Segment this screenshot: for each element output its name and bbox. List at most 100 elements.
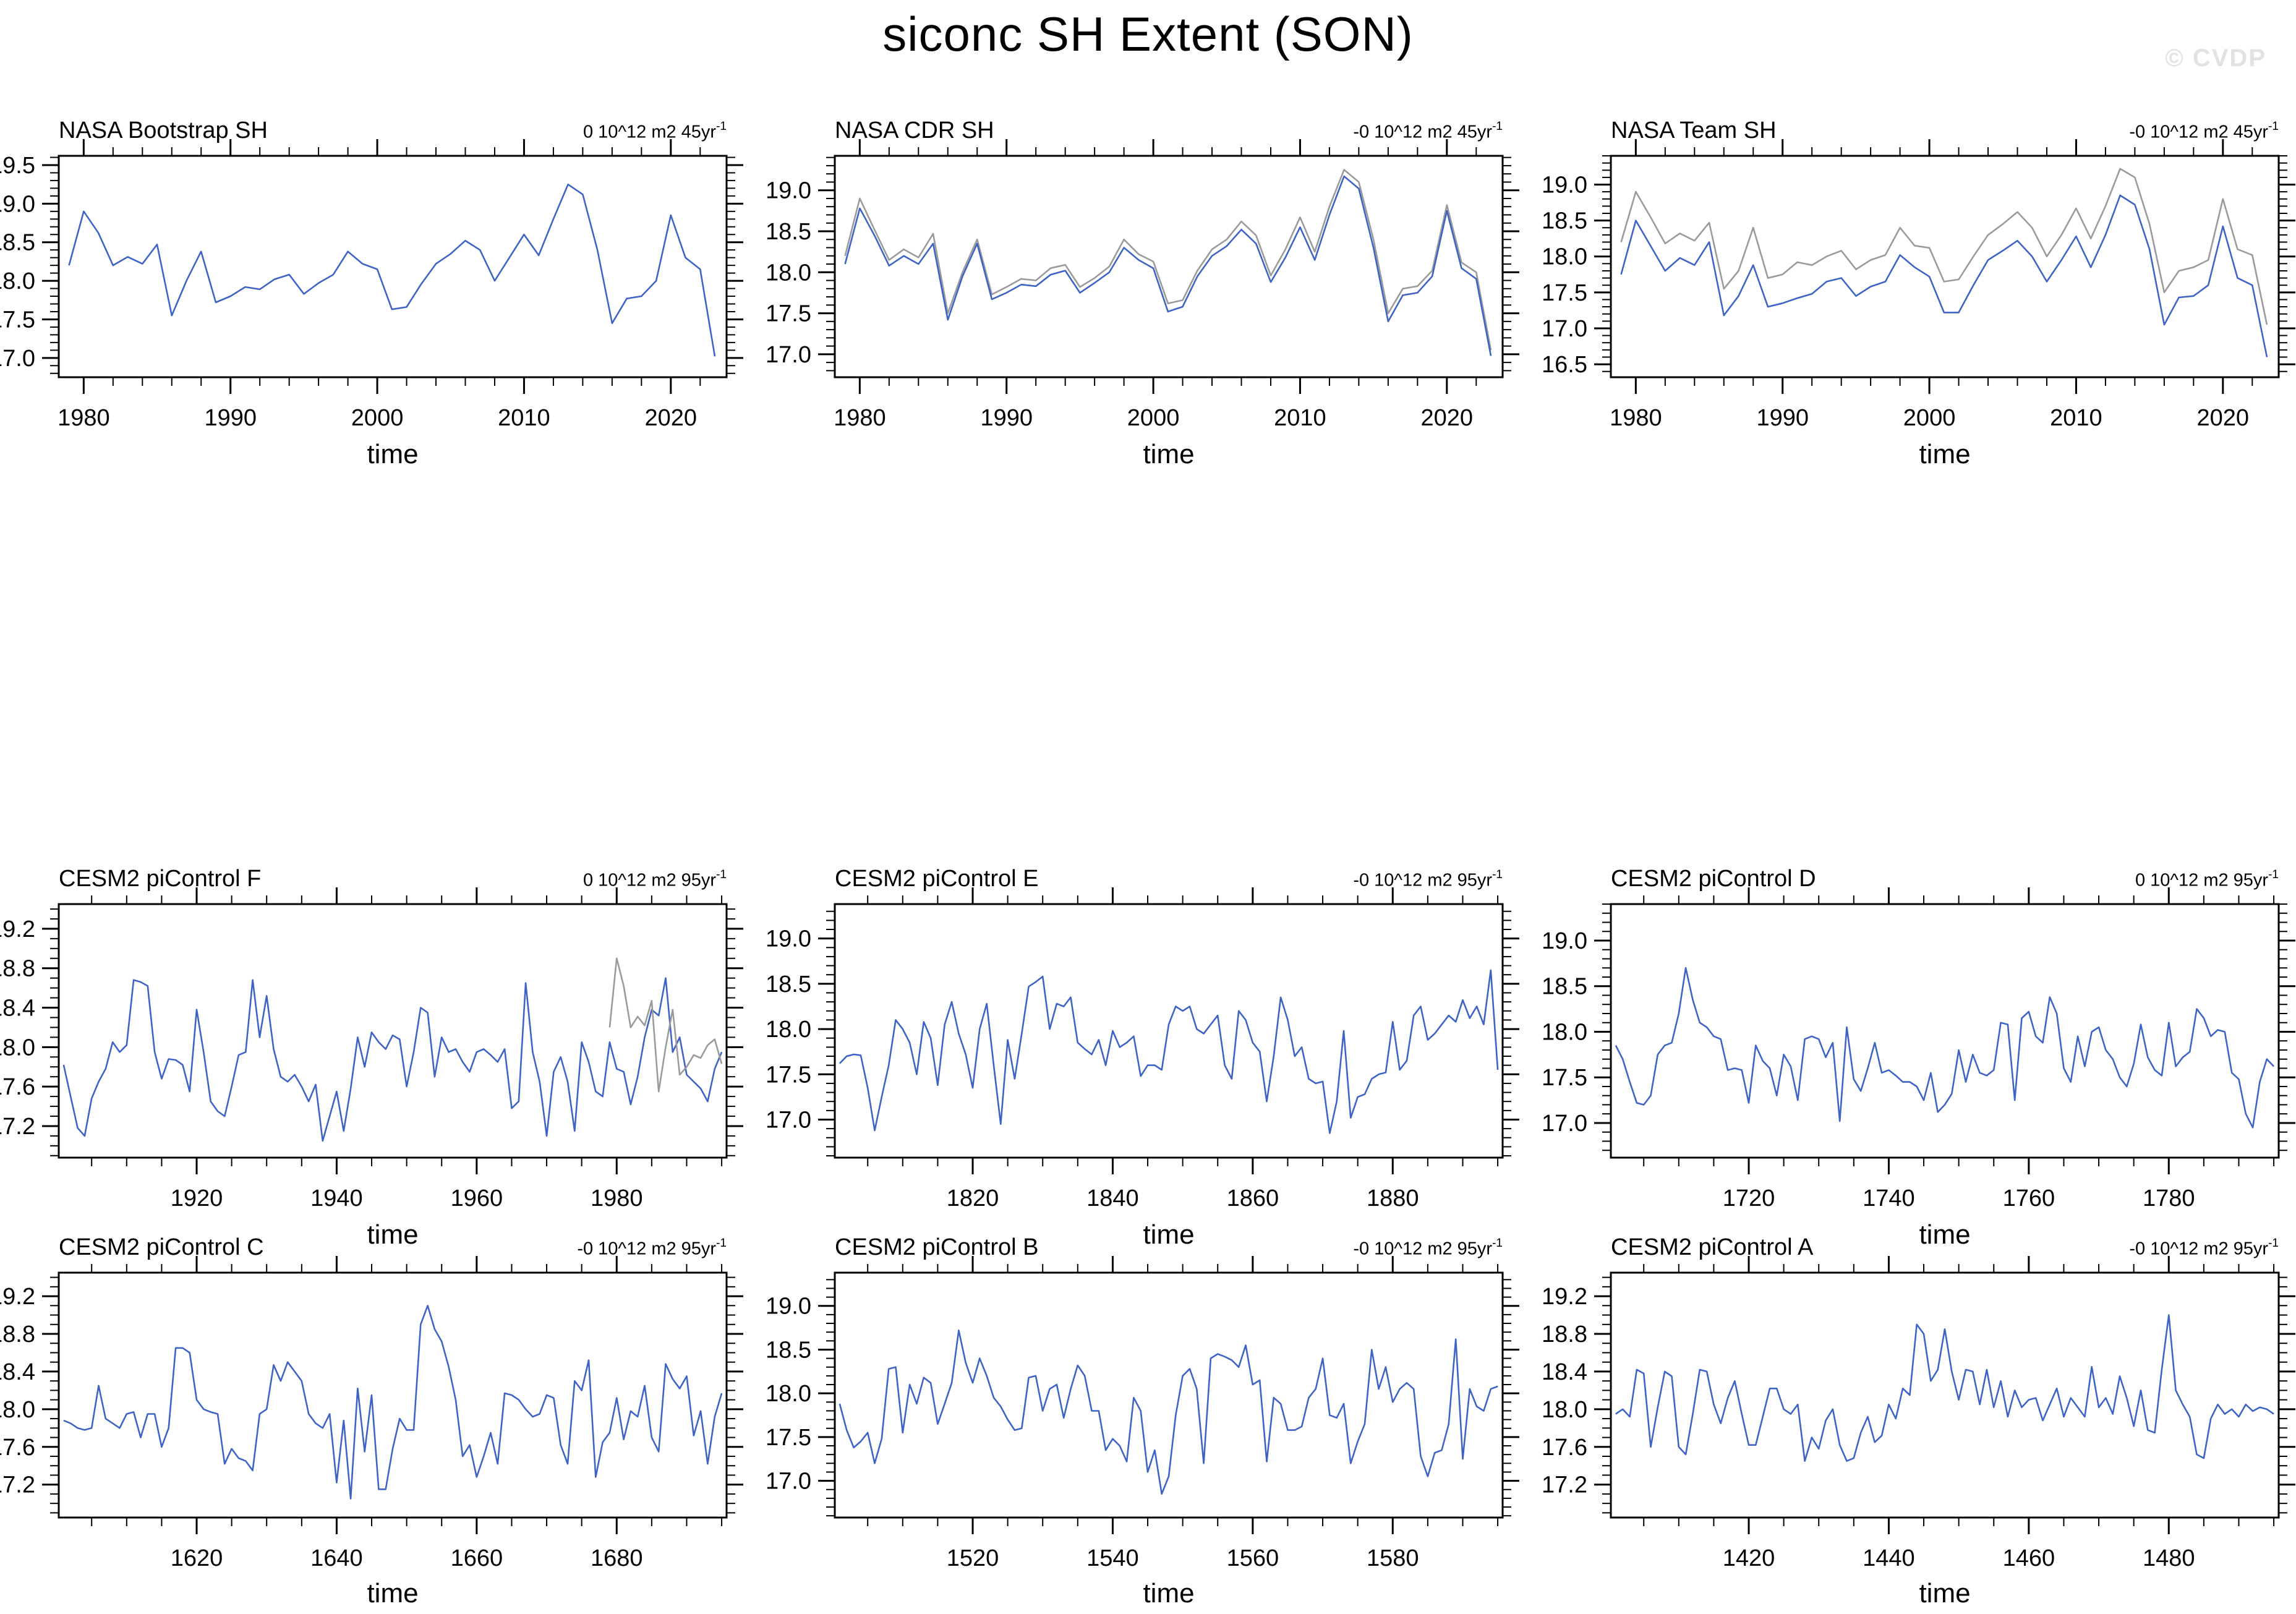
x-tick-label: 2020 [645, 405, 698, 431]
y-tick-label: 17.5 [1542, 1065, 1587, 1091]
xaxis-title: time [1919, 1578, 1971, 1608]
nasa-team-gray-line [1620, 168, 2268, 325]
x-tick-label: 1540 [1086, 1545, 1139, 1571]
y-tick-label: 18.5 [766, 971, 811, 997]
y-tick-label: 17.5 [1542, 280, 1587, 306]
y-tick-label: 18.0 [1542, 1019, 1587, 1045]
y-tick-label: 18.0 [766, 1381, 811, 1407]
y-tick-label: 18.4 [0, 996, 35, 1022]
xaxis-title: time [1919, 1219, 1971, 1250]
x-tick-label: 1990 [1756, 405, 1809, 431]
x-tick-label: 1820 [947, 1185, 999, 1211]
x-tick-label: 2010 [498, 405, 550, 431]
x-tick-label: 1980 [58, 405, 110, 431]
x-tick-label: 1760 [2003, 1185, 2055, 1211]
picontrol-c-line [63, 1305, 723, 1500]
plot-frame [58, 155, 728, 378]
x-tick-label: 1860 [1227, 1185, 1279, 1211]
y-tick-label: 18.0 [0, 1035, 35, 1061]
y-tick-label: 18.4 [1542, 1359, 1587, 1385]
x-tick-label: 2020 [1421, 405, 1474, 431]
panel-header-picontrol-c: CESM2 piControl C -0 10^12 m2 95yr-1 [59, 1234, 727, 1261]
panel-title: NASA CDR SH [835, 117, 994, 143]
picontrol-a-line [1615, 1314, 2274, 1462]
panel-title: CESM2 piControl A [1611, 1234, 1814, 1260]
nasa-team-blue-line [1620, 194, 2268, 357]
y-tick-label: 17.6 [1542, 1435, 1587, 1461]
panel-title: CESM2 piControl D [1611, 866, 1816, 892]
cvdp-watermark: © CVDP [2165, 45, 2266, 72]
x-tick-label: 1880 [1367, 1185, 1419, 1211]
xaxis-title: time [367, 439, 419, 469]
panel-units: -0 10^12 m2 95yr-1 [577, 1237, 727, 1259]
y-tick-label: 18.0 [766, 260, 811, 286]
x-tick-label: 1960 [451, 1185, 503, 1211]
picontrol-f-obs-overlay-line [608, 957, 723, 1093]
x-tick-label: 1480 [2143, 1545, 2195, 1571]
y-tick-label: 18.0 [766, 1017, 811, 1043]
y-tick-label: 19.2 [0, 916, 35, 942]
panel-title: CESM2 piControl E [835, 866, 1039, 892]
x-tick-label: 2010 [1274, 405, 1326, 431]
panel-header-picontrol-d: CESM2 piControl D 0 10^12 m2 95yr-1 [1611, 866, 2279, 892]
x-tick-label: 1990 [204, 405, 257, 431]
picontrol-b-line [839, 1330, 1498, 1495]
panel-header-nasa-cdr: NASA CDR SH -0 10^12 m2 45yr-1 [835, 117, 1503, 144]
y-tick-label: 16.5 [1542, 352, 1587, 378]
x-tick-label: 1520 [947, 1545, 999, 1571]
x-tick-label: 2000 [1903, 405, 1956, 431]
y-tick-label: 17.5 [0, 307, 35, 333]
y-tick-label: 17.5 [766, 1425, 811, 1451]
panel-title: NASA Bootstrap SH [59, 117, 268, 143]
y-tick-label: 17.0 [1542, 316, 1587, 342]
y-tick-label: 18.0 [0, 1397, 35, 1423]
x-tick-label: 2000 [351, 405, 404, 431]
x-tick-label: 1780 [2143, 1185, 2195, 1211]
y-tick-label: 18.8 [0, 1322, 35, 1347]
x-tick-label: 1660 [451, 1545, 503, 1571]
y-tick-label: 17.0 [1542, 1111, 1587, 1137]
panel-header-nasa-team: NASA Team SH -0 10^12 m2 45yr-1 [1611, 117, 2279, 144]
picontrol-f-line [62, 977, 723, 1142]
xaxis-title: time [367, 1219, 419, 1250]
plot-frame [1610, 903, 2280, 1159]
y-tick-label: 17.6 [0, 1074, 35, 1100]
nasa-bootstrap-line [68, 183, 716, 357]
xaxis-title: time [1143, 1219, 1195, 1250]
x-tick-label: 1560 [1227, 1545, 1279, 1571]
y-tick-label: 19.0 [766, 178, 811, 204]
y-tick-label: 18.4 [0, 1359, 35, 1385]
x-tick-label: 1980 [1610, 405, 1662, 431]
x-tick-label: 1980 [834, 405, 886, 431]
y-tick-label: 17.5 [766, 1062, 811, 1088]
xaxis-title: time [367, 1578, 419, 1608]
picontrol-d-line [1615, 967, 2275, 1129]
panel-units: 0 10^12 m2 45yr-1 [583, 120, 727, 142]
y-tick-label: 18.5 [0, 230, 35, 256]
y-tick-label: 18.8 [1542, 1322, 1587, 1347]
x-tick-label: 1580 [1367, 1545, 1419, 1571]
panel-units: -0 10^12 m2 95yr-1 [1353, 868, 1503, 890]
y-tick-label: 18.5 [1542, 208, 1587, 234]
x-tick-label: 1990 [980, 405, 1033, 431]
x-tick-label: 2020 [2197, 405, 2250, 431]
x-tick-label: 1840 [1086, 1185, 1139, 1211]
panel-units: -0 10^12 m2 45yr-1 [2129, 120, 2279, 142]
panel-units: -0 10^12 m2 95yr-1 [1353, 1237, 1503, 1259]
y-tick-label: 17.5 [766, 301, 811, 327]
y-tick-label: 17.0 [766, 342, 811, 368]
y-tick-label: 19.2 [1542, 1284, 1587, 1310]
x-tick-label: 1620 [171, 1545, 223, 1571]
y-tick-label: 17.0 [766, 1108, 811, 1134]
nasa-cdr-blue-line [844, 175, 1492, 356]
y-tick-label: 18.0 [1542, 1397, 1587, 1423]
x-tick-label: 1920 [171, 1185, 223, 1211]
y-tick-label: 17.0 [0, 346, 35, 372]
plot-frame [58, 903, 728, 1159]
y-tick-label: 17.2 [0, 1472, 35, 1498]
y-tick-label: 19.0 [1542, 172, 1587, 198]
y-tick-label: 19.0 [766, 1294, 811, 1320]
x-tick-label: 2010 [2050, 405, 2102, 431]
